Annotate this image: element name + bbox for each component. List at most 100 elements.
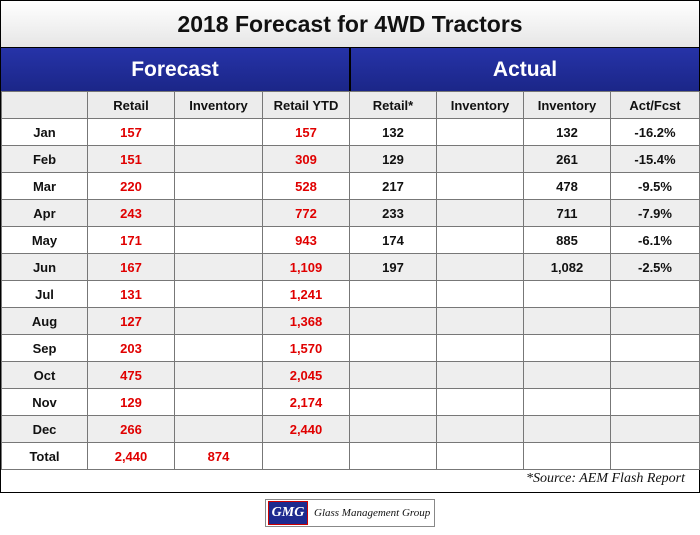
actual-retail-cell [349,307,437,335]
act-fcst-cell [610,442,700,470]
retail-ytd-cell: 1,109 [262,253,350,281]
retail-cell: 475 [87,361,175,389]
actual-inventory-cell [436,307,524,335]
month-cell: Sep [1,334,88,362]
actual-inventory-cell [436,226,524,254]
retail-ytd-cell: 309 [262,145,350,173]
act-fcst-cell: -6.1% [610,226,700,254]
act-fcst-cell [610,280,700,308]
retail-ytd-cell: 1,570 [262,334,350,362]
retail-cell: 129 [87,388,175,416]
month-cell: Mar [1,172,88,200]
forecast-header: Forecast [1,48,349,91]
table-row: Feb 151 309 129 261 -15.4% [1,145,700,173]
actual-inventory-2-cell [523,442,611,470]
retail-cell: 151 [87,145,175,173]
actual-inventory-cell [436,118,524,146]
source-note: *Source: AEM Flash Report [525,471,685,486]
inventory-cell [174,415,263,443]
actual-inventory-cell [436,388,524,416]
month-cell: Oct [1,361,88,389]
inventory-cell [174,226,263,254]
retail-cell: 167 [87,253,175,281]
actual-inventory-cell [436,415,524,443]
actual-inventory-2-cell: 711 [523,199,611,227]
header-divider [349,48,351,91]
month-cell: Jun [1,253,88,281]
actual-inventory-cell [436,361,524,389]
month-cell: Jul [1,280,88,308]
actual-inventory-cell [436,334,524,362]
actual-retail-cell [349,361,437,389]
column-header-retail-ytd: Retail YTD [262,91,350,119]
column-header-actual-inventory-2: Inventory [523,91,611,119]
logo-text: Glass Management Group [314,507,431,519]
act-fcst-cell: -9.5% [610,172,700,200]
table-row: Apr 243 772 233 711 -7.9% [1,199,700,227]
retail-ytd-cell: 943 [262,226,350,254]
table-body: Jan 157 157 132 132 -16.2% Feb 151 309 129 261 -15.… [1,118,700,470]
column-header-actual-inventory: Inventory [436,91,524,119]
column-header-month [1,91,88,119]
actual-retail-cell: 197 [349,253,437,281]
month-cell: Aug [1,307,88,335]
act-fcst-cell: -7.9% [610,199,700,227]
month-cell: Feb [1,145,88,173]
table-row: Aug 127 1,368 [1,307,700,335]
actual-retail-cell: 174 [349,226,437,254]
actual-inventory-cell [436,172,524,200]
table-row: Jan 157 157 132 132 -16.2% [1,118,700,146]
actual-inventory-2-cell: 132 [523,118,611,146]
table-row: Sep 203 1,570 [1,334,700,362]
page-title: 2018 Forecast for 4WD Tractors [1,1,699,48]
retail-ytd-cell: 772 [262,199,350,227]
actual-inventory-2-cell [523,388,611,416]
report-frame: 2018 Forecast for 4WD Tractors Forecast … [0,0,700,493]
actual-inventory-2-cell [523,307,611,335]
act-fcst-cell [610,361,700,389]
actual-retail-cell [349,280,437,308]
actual-retail-cell [349,334,437,362]
retail-cell: 171 [87,226,175,254]
inventory-cell [174,172,263,200]
act-fcst-cell: -16.2% [610,118,700,146]
actual-inventory-2-cell [523,280,611,308]
actual-inventory-cell [436,253,524,281]
month-cell: Jan [1,118,88,146]
retail-ytd-cell: 1,368 [262,307,350,335]
actual-retail-cell [349,442,437,470]
retail-ytd-cell: 528 [262,172,350,200]
retail-ytd-cell [262,442,350,470]
table-row: Jul 131 1,241 [1,280,700,308]
actual-inventory-2-cell [523,361,611,389]
actual-inventory-2-cell [523,334,611,362]
retail-ytd-cell: 157 [262,118,350,146]
inventory-cell [174,334,263,362]
column-header-actual-retail: Retail* [349,91,437,119]
retail-cell: 127 [87,307,175,335]
retail-cell: 203 [87,334,175,362]
table-row: Jun 167 1,109 197 1,082 -2.5% [1,253,700,281]
actual-inventory-2-cell: 885 [523,226,611,254]
month-cell: Dec [1,415,88,443]
actual-header: Actual [351,48,699,91]
actual-retail-cell [349,415,437,443]
actual-retail-cell [349,388,437,416]
inventory-cell [174,145,263,173]
table-row: May 171 943 174 885 -6.1% [1,226,700,254]
actual-inventory-2-cell: 1,082 [523,253,611,281]
inventory-cell [174,388,263,416]
column-header-retail: Retail [87,91,175,119]
logo-mark: GMG [268,501,308,525]
month-cell: Apr [1,199,88,227]
inventory-cell [174,118,263,146]
forecast-table: Retail Inventory Retail YTD Retail* Inve… [1,91,700,470]
company-logo: GMG Glass Management Group [265,499,435,527]
actual-retail-cell: 233 [349,199,437,227]
actual-retail-cell: 217 [349,172,437,200]
retail-cell: 157 [87,118,175,146]
act-fcst-cell [610,388,700,416]
month-cell: Total [1,442,88,470]
actual-inventory-cell [436,145,524,173]
inventory-cell [174,280,263,308]
